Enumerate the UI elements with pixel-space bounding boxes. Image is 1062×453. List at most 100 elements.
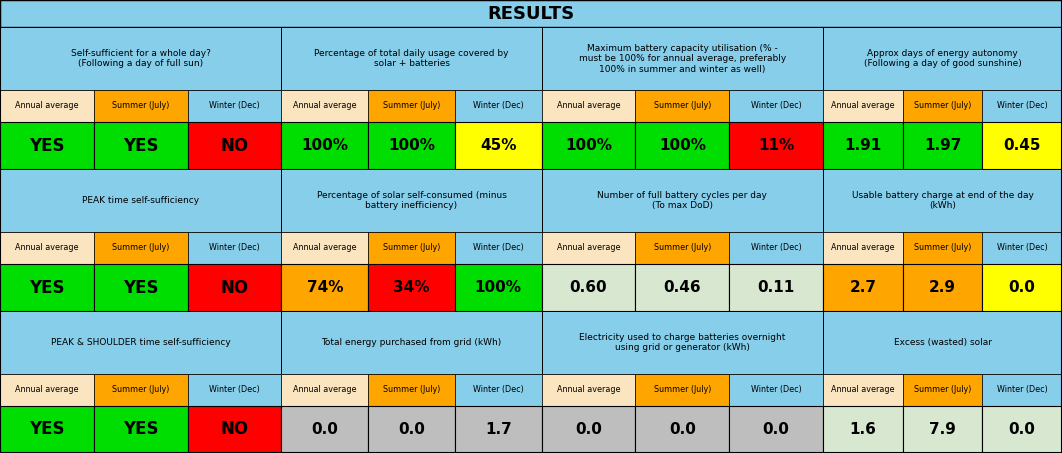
Bar	[188, 406, 281, 453]
Bar	[823, 169, 1062, 232]
Text: Number of full battery cycles per day
(To max DoD): Number of full battery cycles per day (T…	[598, 191, 767, 210]
Text: Annual average: Annual average	[15, 385, 79, 394]
Bar	[635, 90, 730, 122]
Bar	[823, 264, 903, 311]
Bar	[982, 374, 1062, 406]
Text: PEAK time self-sufficiency: PEAK time self-sufficiency	[82, 196, 200, 205]
Text: Summer (July): Summer (July)	[112, 385, 170, 394]
Bar	[281, 122, 369, 169]
Text: Excess (wasted) solar: Excess (wasted) solar	[893, 338, 992, 347]
Bar	[542, 27, 823, 90]
Bar	[982, 90, 1062, 122]
Bar	[730, 374, 823, 406]
Bar	[0, 406, 93, 453]
Text: Winter (Dec): Winter (Dec)	[751, 101, 802, 111]
Bar	[281, 311, 542, 374]
Bar	[823, 232, 903, 264]
Bar	[903, 232, 982, 264]
Bar	[903, 374, 982, 406]
Text: Usable battery charge at end of the day
(kWh): Usable battery charge at end of the day …	[852, 191, 1033, 210]
Text: Maximum battery capacity utilisation (% -
must be 100% for annual average, prefe: Maximum battery capacity utilisation (% …	[579, 44, 786, 73]
Bar	[93, 90, 188, 122]
Bar	[823, 27, 1062, 90]
Bar	[0, 122, 93, 169]
Bar	[542, 311, 823, 374]
Text: Summer (July): Summer (July)	[382, 101, 441, 111]
Text: RESULTS: RESULTS	[487, 5, 575, 23]
Bar	[0, 264, 93, 311]
Text: Summer (July): Summer (July)	[112, 243, 170, 252]
Text: 0.0: 0.0	[1009, 280, 1035, 295]
Text: Total energy purchased from grid (kWh): Total energy purchased from grid (kWh)	[322, 338, 501, 347]
Text: 2.9: 2.9	[929, 280, 956, 295]
Text: Winter (Dec): Winter (Dec)	[997, 101, 1047, 111]
Text: Summer (July): Summer (July)	[653, 101, 712, 111]
Text: YES: YES	[123, 279, 158, 297]
Text: Winter (Dec): Winter (Dec)	[473, 101, 524, 111]
Text: YES: YES	[29, 420, 65, 439]
Bar	[369, 90, 455, 122]
Bar	[93, 406, 188, 453]
Bar	[542, 264, 635, 311]
Bar	[730, 232, 823, 264]
Bar	[188, 374, 281, 406]
Bar	[635, 374, 730, 406]
Text: Summer (July): Summer (July)	[913, 385, 972, 394]
Bar	[982, 406, 1062, 453]
Bar	[281, 232, 369, 264]
Text: Summer (July): Summer (July)	[913, 243, 972, 252]
Bar	[188, 232, 281, 264]
Bar	[281, 169, 542, 232]
Text: Summer (July): Summer (July)	[913, 101, 972, 111]
Text: YES: YES	[123, 420, 158, 439]
Text: 0.46: 0.46	[664, 280, 701, 295]
Bar	[903, 264, 982, 311]
Text: Annual average: Annual average	[293, 101, 357, 111]
Text: Winter (Dec): Winter (Dec)	[751, 385, 802, 394]
Text: Winter (Dec): Winter (Dec)	[209, 385, 260, 394]
Text: YES: YES	[123, 137, 158, 154]
Bar	[823, 122, 903, 169]
Bar	[455, 406, 542, 453]
Bar	[903, 406, 982, 453]
Bar	[281, 406, 369, 453]
Text: Winter (Dec): Winter (Dec)	[997, 243, 1047, 252]
Text: Annual average: Annual average	[832, 385, 894, 394]
Bar	[730, 406, 823, 453]
Text: 0.0: 0.0	[311, 422, 338, 437]
Bar	[542, 232, 635, 264]
Text: Winter (Dec): Winter (Dec)	[997, 385, 1047, 394]
Bar	[455, 122, 542, 169]
Text: 1.6: 1.6	[850, 422, 876, 437]
Bar	[455, 374, 542, 406]
Text: 45%: 45%	[480, 138, 516, 153]
Bar	[455, 232, 542, 264]
Bar	[730, 264, 823, 311]
Text: Self-sufficient for a whole day?
(Following a day of full sun): Self-sufficient for a whole day? (Follow…	[71, 49, 210, 68]
Bar	[903, 90, 982, 122]
Text: Electricity used to charge batteries overnight
using grid or generator (kWh): Electricity used to charge batteries ove…	[579, 333, 786, 352]
Text: Winter (Dec): Winter (Dec)	[473, 385, 524, 394]
Bar	[281, 374, 369, 406]
Bar	[823, 374, 903, 406]
Text: 11%: 11%	[758, 138, 794, 153]
Text: Summer (July): Summer (July)	[112, 101, 170, 111]
Text: 100%: 100%	[302, 138, 348, 153]
Text: 0.60: 0.60	[569, 280, 607, 295]
Bar	[0, 311, 281, 374]
Bar	[635, 264, 730, 311]
Text: Percentage of total daily usage covered by
solar + batteries: Percentage of total daily usage covered …	[314, 49, 509, 68]
Bar	[823, 90, 903, 122]
Text: 0.11: 0.11	[757, 280, 794, 295]
Text: Annual average: Annual average	[832, 101, 894, 111]
Text: NO: NO	[221, 420, 249, 439]
Bar	[93, 232, 188, 264]
Bar	[635, 406, 730, 453]
Bar	[369, 232, 455, 264]
Text: 7.9: 7.9	[929, 422, 956, 437]
Text: 0.45: 0.45	[1004, 138, 1041, 153]
Bar	[0, 90, 93, 122]
Text: 2.7: 2.7	[850, 280, 876, 295]
Text: Annual average: Annual average	[832, 243, 894, 252]
Bar	[730, 122, 823, 169]
